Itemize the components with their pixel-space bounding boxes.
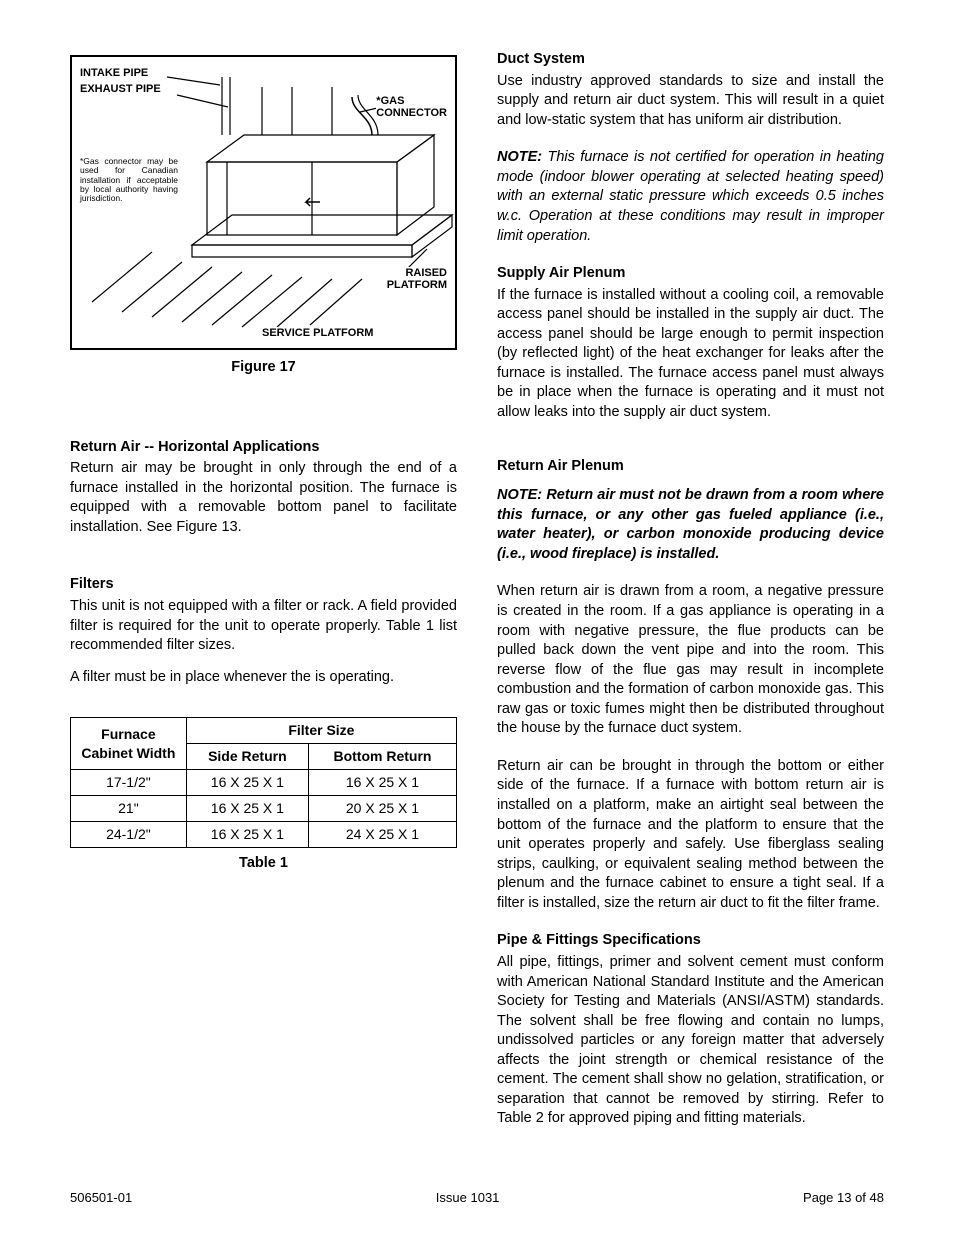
note-label: NOTE:	[497, 149, 542, 165]
figure-caption: Figure 17	[70, 358, 457, 378]
para-pipe-fittings: All pipe, fittings, primer and solvent c…	[497, 953, 884, 1129]
heading-return-air-horizontal: Return Air -- Horizontal Applications	[70, 438, 457, 458]
figure-gas-note: *Gas connector may be used for Canadian …	[80, 157, 178, 204]
th-bottom-return: Bottom Return	[308, 744, 456, 770]
para-filters-2: A filter must be in place whenever the i…	[70, 668, 457, 688]
footer-issue: Issue 1031	[436, 1189, 500, 1207]
th-side-return: Side Return	[186, 744, 308, 770]
footer-doc-number: 506501-01	[70, 1189, 132, 1207]
th-cabinet-width: Furnace Cabinet Width	[71, 718, 187, 770]
left-column: INTAKE PIPE EXHAUST PIPE *GAS CONNECTOR …	[70, 50, 457, 1147]
table-row: 24-1/2" 16 X 25 X 1 24 X 25 X 1	[71, 821, 457, 847]
table-row: 21" 16 X 25 X 1 20 X 25 X 1	[71, 795, 457, 821]
th-filter-size: Filter Size	[186, 718, 456, 744]
para-return-air-2: Return air can be brought in through the…	[497, 757, 884, 914]
heading-supply-air-plenum: Supply Air Plenum	[497, 264, 884, 284]
figure-17-box: INTAKE PIPE EXHAUST PIPE *GAS CONNECTOR …	[70, 55, 457, 350]
filter-size-table: Furnace Cabinet Width Filter Size Side R…	[70, 717, 457, 847]
para-filters-1: This unit is not equipped with a filter …	[70, 597, 457, 656]
para-return-air-horizontal: Return air may be brought in only throug…	[70, 459, 457, 537]
label-intake-pipe: INTAKE PIPE	[80, 67, 148, 79]
table-row: 17-1/2" 16 X 25 X 1 16 X 25 X 1	[71, 769, 457, 795]
footer-page-number: Page 13 of 48	[803, 1189, 884, 1207]
heading-duct-system: Duct System	[497, 50, 884, 70]
page-footer: 506501-01 Issue 1031 Page 13 of 48	[70, 1189, 884, 1207]
para-return-air-1: When return air is drawn from a room, a …	[497, 582, 884, 739]
table-caption: Table 1	[70, 854, 457, 874]
note-static-pressure: NOTE: This furnace is not certified for …	[497, 148, 884, 246]
note-body: This furnace is not certified for operat…	[497, 149, 884, 243]
label-service-platform: SERVICE PLATFORM	[262, 327, 373, 339]
heading-pipe-fittings: Pipe & Fittings Specifications	[497, 931, 884, 951]
para-supply-air-plenum: If the furnace is installed without a co…	[497, 286, 884, 423]
right-column: Duct System Use industry approved standa…	[497, 50, 884, 1147]
label-gas-connector: *GAS CONNECTOR	[376, 95, 447, 119]
para-duct-system: Use industry approved standards to size …	[497, 72, 884, 131]
label-exhaust-pipe: EXHAUST PIPE	[80, 83, 161, 95]
heading-filters: Filters	[70, 575, 457, 595]
label-raised-platform: RAISED PLATFORM	[387, 267, 447, 291]
heading-return-air-plenum: Return Air Plenum	[497, 457, 884, 477]
note-return-air-warning: NOTE: Return air must not be drawn from …	[497, 486, 884, 564]
